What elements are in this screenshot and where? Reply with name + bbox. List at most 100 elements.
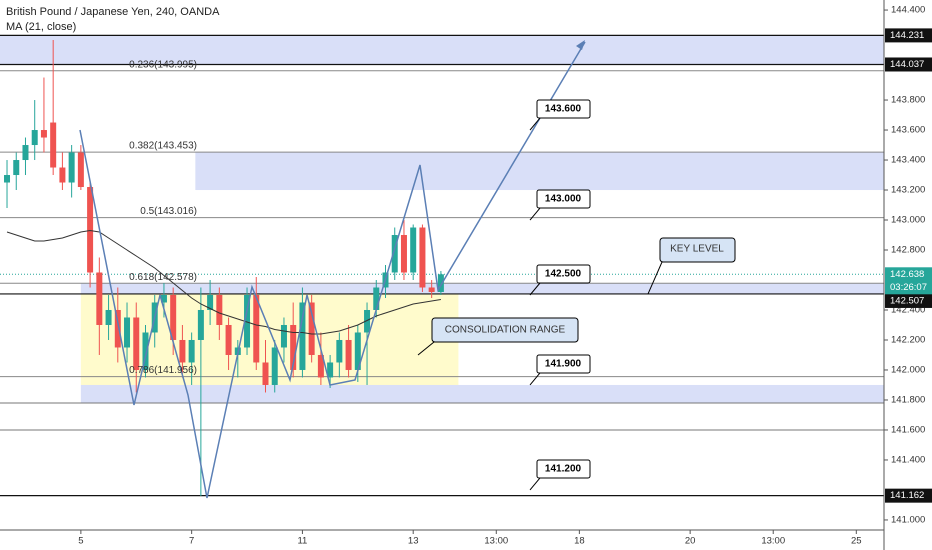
candle-body: [327, 362, 334, 378]
fib-label: 0.786(141.956): [129, 365, 197, 376]
candle-body: [40, 130, 47, 138]
y-tick-label: 142.200: [891, 335, 925, 346]
moving-average: [6, 230, 441, 335]
candle-body: [437, 274, 444, 292]
candle-body: [364, 309, 371, 333]
y-tick-label: 141.400: [891, 454, 925, 465]
callout-label: 141.900: [545, 359, 582, 370]
candle-body: [77, 152, 84, 188]
y-tick-label: 143.800: [891, 95, 925, 106]
current-price-label: 142.638: [890, 269, 924, 280]
y-tick-label: 142.000: [891, 364, 925, 375]
y-tick-label: 141.600: [891, 424, 925, 435]
x-tick-label: 13:00: [761, 536, 785, 547]
candle-body: [373, 287, 380, 310]
candle-body: [179, 339, 186, 363]
x-tick-label: 13:00: [484, 536, 508, 547]
fib-label: 0.382(143.453): [129, 141, 197, 152]
zone: [80, 283, 884, 294]
candle-body: [207, 294, 214, 310]
candle-body: [299, 302, 306, 370]
candle-body: [59, 167, 66, 183]
callout-label: 142.500: [545, 269, 582, 280]
candle-body: [188, 339, 195, 363]
candle-body: [290, 324, 297, 370]
candle-body: [253, 294, 260, 363]
y-tick-label: 143.400: [891, 155, 925, 166]
range-box: [431, 317, 579, 343]
price-label: 144.037: [890, 59, 924, 70]
candle-body: [410, 227, 417, 273]
layer-back: [0, 35, 884, 431]
candle-body: [336, 339, 343, 363]
x-tick-label: 13: [408, 536, 419, 547]
price-box: [885, 57, 932, 72]
candle-body: [22, 145, 29, 161]
callout-label: 143.000: [545, 194, 582, 205]
y-tick-label: 141.800: [891, 394, 925, 405]
candle-body: [400, 235, 407, 273]
y-tick-label: 142.400: [891, 305, 925, 316]
candle-body: [114, 309, 121, 348]
key-level-label: KEY LEVEL: [670, 244, 724, 255]
candle-body: [124, 317, 131, 348]
candle-body: [87, 187, 94, 273]
callout-box: [536, 459, 591, 479]
x-tick-label: 25: [851, 536, 862, 547]
zone: [0, 35, 884, 65]
candle-body: [142, 332, 149, 370]
candle-body: [170, 294, 177, 340]
price-label: 142.507: [890, 295, 924, 306]
callout-pointer: [529, 207, 541, 221]
x-tick-label: 7: [189, 536, 194, 547]
layer-front: 141.000 141.400 141.600 141.800 142.000 142.2…: [78, 5, 932, 547]
callout-box: [536, 354, 591, 374]
callout-label: 141.200: [545, 464, 582, 475]
candle-body: [105, 309, 112, 325]
candle-body: [216, 294, 223, 325]
price-label: 141.162: [890, 490, 924, 501]
y-tick-label: 144.400: [891, 5, 925, 16]
price-box: [885, 488, 932, 503]
candle-body: [50, 122, 57, 168]
callout-box: [536, 264, 591, 284]
y-tick-label: 142.800: [891, 245, 925, 256]
candle-body: [197, 309, 204, 340]
x-tick-label: 11: [297, 536, 307, 547]
callout-label: 143.600: [545, 104, 582, 115]
candle-body: [308, 302, 315, 355]
current-price-box: [885, 267, 932, 295]
callout-pointer: [529, 477, 541, 491]
y-tick-label: 143.200: [891, 185, 925, 196]
fib-label: 0.5(143.016): [140, 206, 197, 217]
candle-body: [13, 160, 20, 176]
x-tick-label: 20: [685, 536, 696, 547]
price-label: 144.231: [890, 30, 924, 41]
candle-body: [225, 324, 232, 355]
chart-title: British Pound / Japanese Yen, 240, OANDA: [6, 6, 220, 18]
candle-body: [428, 287, 435, 292]
range-label: CONSOLIDATION RANGE: [445, 325, 566, 336]
candle-body: [391, 235, 398, 273]
candle-body: [4, 175, 11, 183]
candle-body: [345, 339, 352, 370]
key-level-box: [659, 237, 736, 263]
fib-label: 0.236(143.995): [129, 59, 197, 70]
candle-body: [244, 294, 251, 348]
callout-pointer: [529, 117, 541, 131]
candle-body: [354, 332, 361, 370]
candle-body: [160, 294, 167, 303]
zone: [195, 152, 884, 191]
candle-body: [96, 272, 103, 325]
arrow-head: [576, 40, 585, 50]
y-tick-label: 143.000: [891, 215, 925, 226]
callout-pointer: [529, 282, 541, 296]
y-tick-label: 143.600: [891, 125, 925, 136]
zigzag-drawing: [79, 41, 586, 499]
candle-body: [31, 130, 38, 146]
candle-body: [317, 354, 324, 378]
callout-pointer: [529, 372, 541, 386]
